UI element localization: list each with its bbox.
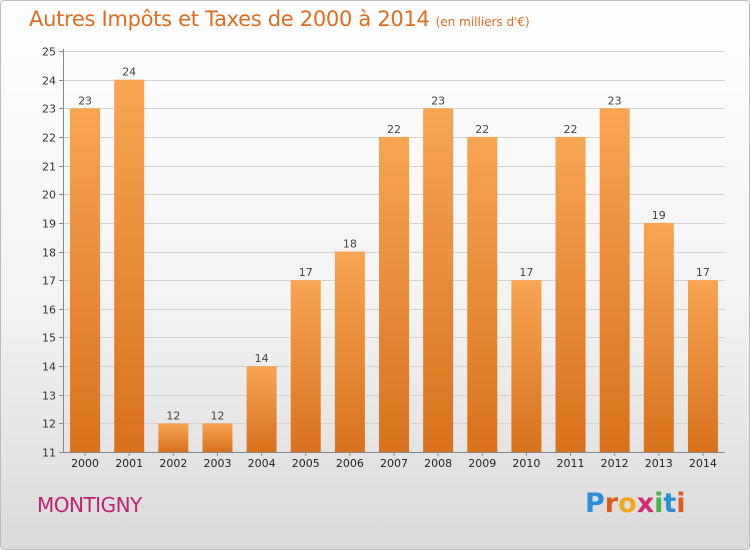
y-tick-label: 11: [42, 447, 56, 460]
chart-axes: 11 12 13 14 15 16 17 18 19 20 21 22 23 24 25 2000 2001 20…: [42, 46, 725, 470]
x-tick-label: 2008: [424, 457, 452, 470]
y-tick-label: 14: [42, 361, 56, 374]
y-tick-label: 20: [42, 189, 56, 202]
logo-letter: x: [636, 488, 655, 519]
logo-letter: i: [654, 488, 664, 519]
bar-value-label: 24: [122, 66, 136, 79]
chart-title-text: Autres Impôts et Taxes de 2000 à 2014: [29, 7, 430, 31]
bar: [511, 280, 542, 452]
bar: [202, 423, 233, 452]
y-tick-label: 19: [42, 218, 56, 231]
bar-value-label: 14: [255, 352, 269, 365]
bar-value-label: 17: [696, 266, 710, 279]
bar: [643, 222, 674, 452]
chart-subtitle: (en milliers d'€): [435, 15, 530, 29]
y-tick-label: 17: [42, 275, 56, 288]
logo-letter: r: [604, 488, 619, 519]
x-tick-label: 2000: [71, 457, 99, 470]
bar-value-label: 12: [166, 409, 180, 422]
bar: [70, 108, 101, 453]
bar-value-label: 23: [431, 94, 445, 107]
x-tick-label: 2002: [159, 457, 187, 470]
x-tick-label: 2010: [512, 457, 540, 470]
chart-title: Autres Impôts et Taxes de 2000 à 2014 (en…: [29, 7, 530, 31]
x-tick-label: 2004: [248, 457, 276, 470]
bar-value-label: 17: [519, 266, 533, 279]
bar: [467, 136, 498, 452]
y-tick-label: 16: [42, 304, 56, 317]
x-tick-label: 2005: [292, 457, 320, 470]
bar-value-label: 22: [564, 123, 578, 136]
bar: [290, 280, 321, 452]
x-tick-label: 2013: [645, 457, 673, 470]
proxiti-logo: Proxiti: [585, 488, 686, 519]
bar-value-label: 19: [652, 209, 666, 222]
bar: [246, 366, 277, 452]
bar: [555, 136, 586, 452]
bar-value-label: 12: [210, 409, 224, 422]
x-tick-label: 2014: [689, 457, 717, 470]
y-tick-label: 15: [42, 332, 56, 345]
bar-series: [70, 79, 718, 453]
logo-letter: i: [676, 488, 686, 519]
logo-letter: P: [585, 488, 605, 519]
bar-value-label: 22: [475, 123, 489, 136]
x-tick-label: 2007: [380, 457, 408, 470]
y-tick-label: 13: [42, 390, 56, 403]
x-tick-label: 2006: [336, 457, 364, 470]
x-tick-label: 2009: [468, 457, 496, 470]
y-tick-label: 23: [42, 103, 56, 116]
bar-value-label: 23: [608, 94, 622, 107]
bar: [334, 251, 365, 452]
x-tick-label: 2011: [557, 457, 585, 470]
logo-letter: o: [618, 488, 637, 519]
logo-letter: t: [663, 488, 677, 519]
bar-value-label: 18: [343, 238, 357, 251]
bar-value-label: 23: [78, 94, 92, 107]
y-tick-label: 21: [42, 161, 56, 174]
y-tick-label: 22: [42, 132, 56, 145]
x-tick-label: 2003: [203, 457, 231, 470]
y-tick-label: 24: [42, 75, 56, 88]
commune-name: MONTIGNY: [37, 493, 142, 517]
bar: [114, 79, 145, 453]
y-tick-label: 18: [42, 247, 56, 260]
x-tick-label: 2001: [115, 457, 143, 470]
bar: [687, 280, 718, 452]
y-tick-label: 25: [42, 46, 56, 59]
bar: [379, 136, 409, 452]
data-labels: 23 24 12 12 14 17 18 22 23 22 17 22 23 19 17: [78, 66, 710, 423]
bar-value-label: 17: [299, 266, 313, 279]
bar: [158, 423, 189, 452]
x-tick-label: 2012: [601, 457, 629, 470]
bar-value-label: 22: [387, 123, 401, 136]
y-tick-label: 12: [42, 418, 56, 431]
bar: [423, 108, 454, 453]
bar: [599, 108, 630, 453]
